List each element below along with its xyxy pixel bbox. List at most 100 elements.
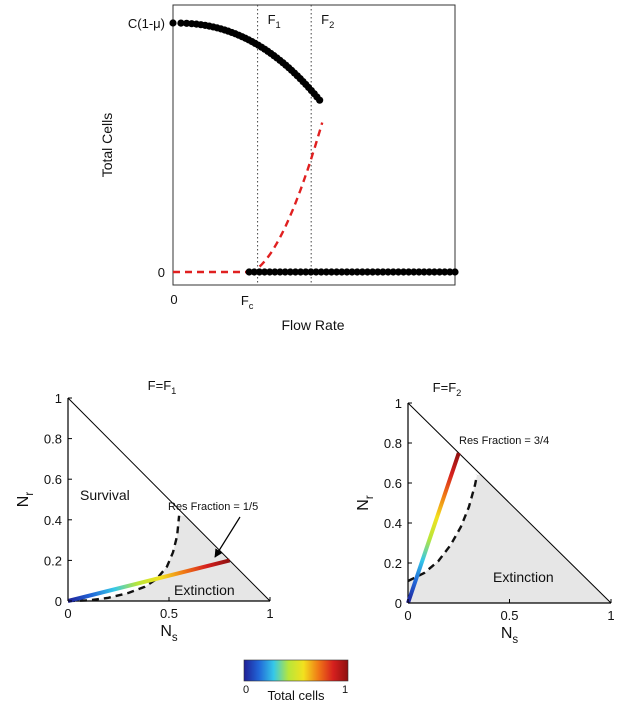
extinction-label: Extinction	[174, 582, 235, 598]
y-tick-label: 0.4	[44, 513, 62, 528]
y-tick-label: 1	[55, 391, 62, 406]
annotation-arrow	[214, 516, 241, 558]
extinction-point	[327, 268, 336, 276]
x-tick-label: 0.5	[500, 608, 518, 623]
tick-labels: 0 Fc 0 C(1-μ)	[128, 16, 254, 311]
extinction-point	[286, 268, 294, 276]
extinction-point	[245, 268, 253, 276]
extinction-point	[322, 268, 330, 276]
extinction-point	[374, 268, 382, 276]
colorbar-min-label: 0	[243, 684, 249, 696]
y-tick-label: 0	[158, 265, 165, 280]
phase-plane-f1: 0 0.5 1 0 0.2 0.4 0.6 0.8 1 Ns Nr F=F1 Survival Extin…	[15, 378, 274, 644]
separatrix	[67, 515, 181, 603]
extinction-point	[317, 268, 325, 276]
extinction-point	[410, 268, 418, 276]
extinction-point	[425, 268, 433, 276]
extinction-point	[384, 268, 392, 276]
y-axis-label: Nr	[15, 492, 36, 508]
x-tick-label: 1	[266, 606, 273, 621]
simplex-boundary	[67, 397, 271, 602]
y-tick-label: C(1-μ)	[128, 16, 165, 31]
extinction-point	[307, 268, 315, 276]
extinction-point	[271, 268, 279, 276]
extinction-point	[451, 268, 459, 276]
extinction-point	[266, 268, 274, 276]
y-axis-label: Nr	[355, 495, 376, 511]
plot-area	[172, 4, 456, 286]
survival-point	[169, 19, 177, 27]
res-fraction-annotation: Res Fraction = 1/5	[168, 501, 258, 513]
y-tick-label: 0	[395, 596, 402, 611]
extinction-label: Extinction	[493, 569, 554, 585]
simplex-boundary	[407, 402, 612, 604]
extinction-point	[399, 268, 408, 276]
extinction-point	[281, 268, 289, 276]
extinction-point	[394, 268, 402, 276]
resistance-fraction-line	[406, 452, 461, 604]
survival-point	[316, 96, 324, 104]
x-tick-label: 0	[404, 608, 411, 623]
extinction-point	[250, 268, 258, 276]
extinction-point	[446, 268, 454, 276]
survival-label: Survival	[80, 487, 130, 503]
extinction-point	[358, 268, 366, 276]
extinction-point	[415, 268, 423, 276]
y-tick-label: 0.8	[384, 436, 402, 451]
extinction-point	[353, 268, 361, 276]
extinction-point	[343, 268, 351, 276]
resistance-fraction-line	[67, 558, 231, 603]
colorbar-label: Total cells	[267, 688, 325, 703]
res-fraction-annotation: Res Fraction = 3/4	[459, 435, 549, 447]
x-axis-label: Flow Rate	[281, 317, 344, 333]
plot-title: F=F2	[433, 380, 462, 398]
phase-plane-f2: 0 0.5 1 0 0.2 0.4 0.6 0.8 1 Ns Nr F=F2 Extinction Res…	[355, 380, 615, 646]
extinction-point	[430, 268, 439, 276]
x-tick-label: 0.5	[160, 606, 178, 621]
extinction-region	[408, 475, 611, 603]
x-axis-label: Ns	[160, 623, 178, 644]
extinction-region	[68, 515, 270, 601]
plot-title: F=F1	[148, 378, 177, 396]
x-tick-label: 0	[64, 606, 71, 621]
extinction-point	[363, 268, 372, 276]
y-tick-label: 0.2	[44, 553, 62, 568]
y-tick-label: 0.6	[384, 476, 402, 491]
x-tick-label: Fc	[241, 293, 254, 311]
extinction-point	[369, 268, 377, 276]
colorbar-max-label: 1	[342, 684, 348, 696]
extinction-point	[260, 268, 269, 276]
vline-label-f1: F1	[268, 12, 281, 30]
y-tick-label: 0	[55, 594, 62, 609]
extinction-point	[276, 268, 284, 276]
vline-label-f2: F2	[321, 12, 334, 30]
extinction-point	[420, 268, 428, 276]
colorbar-gradient	[243, 659, 349, 682]
stable-branches	[169, 19, 459, 276]
extinction-point	[389, 268, 397, 276]
extinction-point	[312, 268, 320, 276]
bifurcation-chart: F1 F2 0 Fc 0 C(1-μ) Total Cells Flow Rate	[99, 4, 459, 333]
y-tick-label: 1	[395, 396, 402, 411]
y-tick-label: 0.6	[44, 472, 62, 487]
x-axis-label: Ns	[501, 625, 519, 646]
y-tick-label: 0.2	[384, 556, 402, 571]
extinction-point	[302, 268, 310, 276]
unstable-curve	[248, 122, 324, 274]
extinction-point	[338, 268, 346, 276]
extinction-point	[348, 268, 356, 276]
extinction-point	[441, 268, 449, 276]
extinction-point	[255, 268, 264, 276]
survival-point	[177, 19, 185, 27]
x-tick-label: 0	[170, 292, 177, 307]
y-tick-label: 0.4	[384, 516, 402, 531]
colorbar: 0 1 Total cells	[243, 659, 349, 703]
reference-lines: F1 F2	[257, 5, 334, 285]
extinction-point	[333, 268, 341, 276]
extinction-point	[405, 268, 413, 276]
x-tick-label: 1	[607, 608, 614, 623]
extinction-point	[291, 268, 300, 276]
y-axis-label: Total Cells	[99, 113, 115, 178]
unstable-branch	[173, 122, 324, 274]
